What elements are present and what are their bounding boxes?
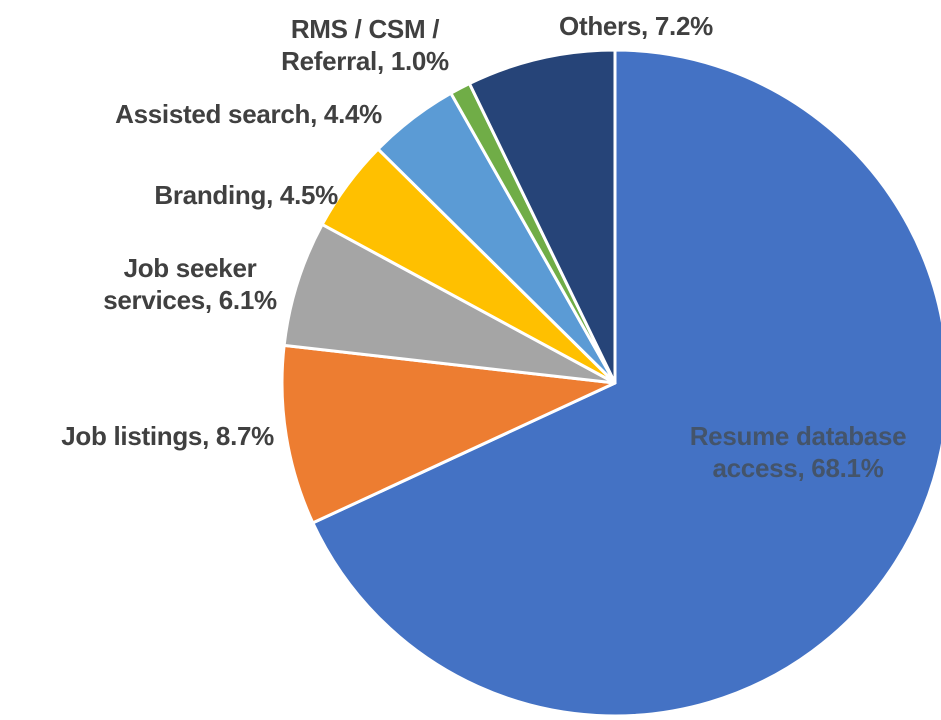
- pie-slice: [467, 48, 617, 385]
- data-label: RMS / CSM / Referral, 1.0%: [281, 14, 449, 76]
- data-label: Assisted search, 4.4%: [115, 99, 382, 129]
- pie-slice: [280, 343, 617, 525]
- data-label: Job seeker services, 6.1%: [103, 253, 277, 315]
- data-label: Resume database access, 68.1%: [689, 421, 907, 483]
- data-label: Others, 7.2%: [559, 11, 713, 41]
- data-label: Branding, 4.5%: [154, 180, 338, 210]
- pie-slice: [311, 48, 941, 718]
- pie-slice: [282, 222, 617, 385]
- data-label: Job listings, 8.7%: [61, 421, 274, 451]
